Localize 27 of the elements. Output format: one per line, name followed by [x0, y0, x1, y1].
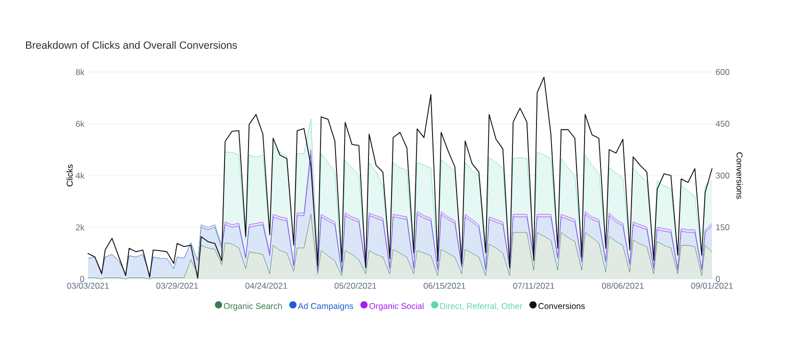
legend-label: Direct, Referral, Other — [440, 302, 522, 310]
y-tick-label: 4k — [76, 172, 84, 179]
x-tick-label: 04/24/2021 — [245, 282, 288, 289]
y-tick-label: 2k — [76, 224, 84, 230]
legend-label: Conversions — [538, 302, 585, 310]
y-tick-label: 6k — [76, 120, 84, 127]
x-tick-label: 09/01/2021 — [691, 282, 733, 289]
x-tick-label: 07/11/2021 — [513, 282, 554, 289]
x-tick-label: 03/29/2021 — [156, 282, 198, 289]
x-tick-label: 06/15/2021 — [424, 282, 466, 289]
legend-label: Organic Social — [369, 302, 424, 311]
y2-tick-label: 300 — [716, 172, 730, 178]
chart-title: Breakdown of Clicks and Overall Conversions — [26, 41, 237, 49]
y-tick-label: 8k — [76, 68, 84, 76]
legend-label: Ad Campaigns — [298, 302, 354, 311]
x-tick-label: 03/03/2021 — [67, 282, 109, 289]
legend-label: Organic Search — [224, 302, 282, 311]
y2-tick-label: 0 — [716, 276, 720, 282]
y2-axis-title: Conversions — [736, 152, 743, 199]
y2-tick-label: 450 — [716, 120, 730, 127]
y-axis-title: Clicks — [66, 164, 73, 186]
x-tick-label: 05/20/2021 — [334, 282, 376, 289]
y2-tick-label: 600 — [716, 69, 730, 75]
line-series — [88, 76, 712, 279]
y-tick-label: 0 — [80, 276, 84, 282]
x-tick-label: 08/06/2021 — [602, 282, 644, 289]
y2-tick-label: 150 — [716, 224, 730, 230]
